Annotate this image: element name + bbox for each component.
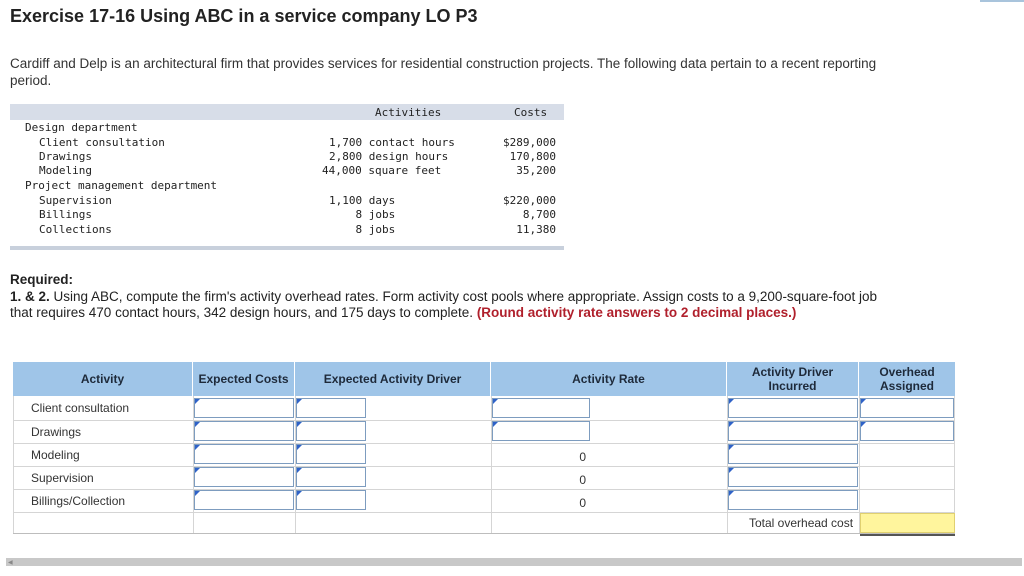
data-row-name: Billings	[39, 208, 92, 221]
horizontal-scrollbar[interactable]	[6, 558, 1022, 566]
expected-costs-input[interactable]	[194, 421, 294, 441]
expected-activity-driver-input[interactable]	[296, 490, 366, 510]
data-row-name: Supervision	[39, 194, 112, 207]
expected-activity-driver-input[interactable]	[296, 421, 366, 441]
top-accent-bar	[980, 0, 1024, 2]
expected-activity-driver-input[interactable]	[296, 444, 366, 464]
grid-line	[859, 396, 860, 534]
activity-rate-input[interactable]	[492, 421, 590, 441]
header-expected-activity-driver: Expected Activity Driver	[295, 362, 491, 396]
total-underline	[860, 534, 955, 536]
data-row-cost: $220,000	[503, 194, 556, 207]
page-title: Exercise 17-16 Using ABC in a service co…	[10, 6, 478, 26]
data-row-name: Client consultation	[39, 136, 165, 149]
expected-costs-input[interactable]	[194, 467, 294, 487]
activity-rate-value: 0	[579, 473, 586, 487]
activity-driver-incurred-input[interactable]	[728, 398, 858, 418]
required-text: Using ABC, compute the firm's activity o…	[10, 288, 877, 321]
activity-driver-incurred-input[interactable]	[728, 444, 858, 464]
row-divider	[13, 420, 955, 421]
data-row-driver: 8 jobs	[329, 223, 396, 236]
expected-costs-input[interactable]	[194, 490, 294, 510]
header-expected-costs: Expected Costs	[193, 362, 295, 396]
required-heading: Required:	[10, 272, 74, 287]
data-row-name: Collections	[39, 223, 112, 236]
data-row-name: Drawings	[39, 150, 92, 163]
data-row-cost: 170,800	[509, 150, 556, 163]
grid-line	[193, 396, 194, 534]
header-activity-driver-incurred: Activity Driver Incurred	[727, 362, 859, 396]
data-row-cost: 8,700	[522, 208, 556, 221]
activity-driver-incurred-input[interactable]	[728, 467, 858, 487]
answer-table: Activity Expected Costs Expected Activit…	[13, 362, 955, 536]
grid-line	[491, 396, 492, 534]
row-divider	[13, 443, 955, 444]
expected-activity-driver-input[interactable]	[296, 467, 366, 487]
expected-costs-input[interactable]	[194, 398, 294, 418]
data-table: Activities Costs Design department Clien…	[10, 104, 564, 250]
data-table-footer-band	[10, 246, 564, 250]
grid-line	[13, 396, 14, 534]
activity-rate-value: 0	[579, 496, 586, 510]
activity-label-modeling: Modeling	[31, 448, 80, 462]
total-overhead-input[interactable]	[860, 513, 955, 533]
data-row-cost: $289,000	[503, 136, 556, 149]
grid-line	[727, 396, 728, 534]
rounding-note: (Round activity rate answers to 2 decima…	[476, 305, 797, 320]
table-bottom-border	[13, 533, 955, 534]
row-divider	[13, 512, 955, 513]
overhead-assigned-input[interactable]	[860, 398, 954, 418]
data-row-driver: 8 jobs	[329, 208, 396, 221]
dept-design-label: Design department	[25, 121, 138, 134]
data-row-driver: 1,700 contact hours	[329, 136, 455, 149]
activity-label-supervision: Supervision	[31, 471, 94, 485]
activity-label-billings-collection: Billings/Collection	[31, 494, 126, 508]
data-table-header-band	[10, 104, 564, 120]
expected-activity-driver-input[interactable]	[296, 398, 366, 418]
header-overhead-assigned: Overhead Assigned	[859, 362, 955, 396]
activity-driver-incurred-input[interactable]	[728, 490, 858, 510]
data-row-driver: 44,000 square feet	[322, 164, 442, 177]
activity-label-client-consultation: Client consultation	[31, 401, 130, 415]
data-row-driver: 2,800 design hours	[329, 150, 449, 163]
data-row-cost: 35,200	[516, 164, 556, 177]
required-number: 1. & 2.	[10, 288, 50, 304]
dept-pm-label: Project management department	[25, 179, 218, 192]
activity-label-drawings: Drawings	[31, 425, 82, 439]
header-activity: Activity	[13, 362, 193, 396]
total-overhead-label: Total overhead cost	[749, 516, 854, 530]
data-row-driver: 1,100 days	[329, 194, 396, 207]
data-row-name: Modeling	[39, 164, 92, 177]
grid-line	[295, 396, 296, 534]
activity-rate-input[interactable]	[492, 398, 590, 418]
row-divider	[13, 466, 955, 467]
col-activities-header: Activities	[375, 106, 442, 119]
grid-line	[954, 396, 955, 534]
intro-text: Cardiff and Delp is an architectural fir…	[10, 56, 877, 88]
header-activity-rate: Activity Rate	[491, 362, 727, 396]
scroll-left-arrow-icon[interactable]: ◀	[8, 560, 13, 566]
row-divider	[13, 489, 955, 490]
data-row-cost: 11,380	[516, 223, 556, 236]
overhead-assigned-input[interactable]	[860, 421, 954, 441]
activity-rate-value: 0	[579, 450, 586, 464]
col-costs-header: Costs	[514, 106, 548, 119]
activity-driver-incurred-input[interactable]	[728, 421, 858, 441]
expected-costs-input[interactable]	[194, 444, 294, 464]
required-section: Required: 1. & 2. Using ABC, compute the…	[10, 272, 890, 322]
